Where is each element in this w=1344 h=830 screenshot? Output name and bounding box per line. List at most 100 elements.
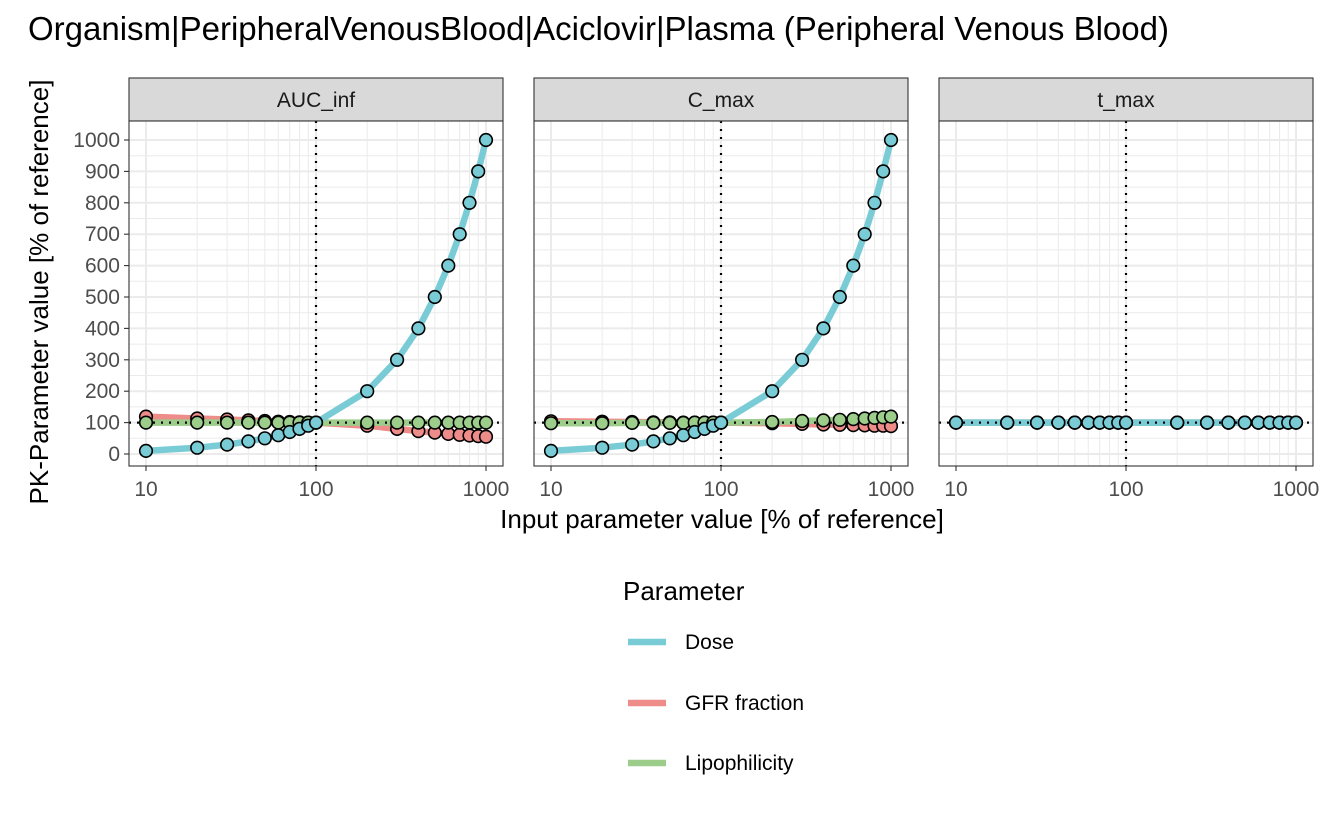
data-point	[543, 443, 559, 459]
data-point	[794, 413, 810, 429]
facet-panel-t-max: t_max 10 100 1000	[938, 77, 1320, 501]
data-point	[190, 440, 205, 455]
data-point	[478, 132, 494, 148]
data-point	[1221, 415, 1236, 430]
y-tick-label: 800	[85, 192, 120, 215]
data-point	[883, 132, 899, 148]
x-tick-label: 100	[703, 478, 738, 501]
facet-strip-label: AUC_inf	[277, 89, 355, 112]
x-tick-label: 100	[298, 478, 333, 501]
data-point	[662, 431, 677, 446]
data-point	[543, 416, 559, 431]
data-point	[411, 415, 426, 430]
data-point	[1118, 415, 1134, 430]
data-point	[1000, 415, 1015, 430]
data-point	[462, 195, 477, 210]
data-point	[1051, 415, 1066, 430]
data-points	[138, 132, 494, 459]
data-points	[948, 415, 1304, 430]
data-point	[662, 415, 677, 431]
legend-label: Dose	[685, 631, 734, 654]
legend-item-lipophilicity: Lipophilicity	[628, 752, 794, 775]
data-point	[948, 415, 964, 430]
data-point	[452, 227, 467, 242]
data-point	[241, 434, 256, 449]
data-point	[441, 258, 456, 273]
data-point	[595, 416, 610, 431]
data-point	[360, 384, 375, 399]
x-tick-label: 1000	[868, 478, 915, 501]
data-point	[876, 164, 891, 179]
data-point	[857, 227, 872, 242]
data-points	[543, 132, 899, 459]
legend-label: GFR fraction	[685, 692, 804, 715]
data-point	[794, 352, 810, 367]
facet-panel-c-max: C_max 10 100 1000	[533, 77, 915, 501]
data-point	[867, 195, 882, 210]
data-point	[390, 352, 405, 367]
y-axis-label: PK-Parameter value [% of reference]	[24, 80, 54, 505]
data-point	[138, 415, 154, 430]
y-tick-label: 100	[85, 412, 120, 435]
legend-item-dose: Dose	[628, 631, 734, 654]
data-point	[832, 412, 847, 427]
x-tick-label: 1000	[1273, 478, 1320, 501]
y-tick-label: 1000	[73, 129, 120, 152]
data-point	[646, 434, 661, 449]
legend-item-gfr-fraction: GFR fraction	[628, 692, 804, 715]
data-point	[883, 409, 899, 424]
data-point	[257, 431, 272, 446]
data-point	[360, 415, 375, 430]
y-tick-label: 700	[85, 223, 120, 246]
data-point	[427, 289, 442, 305]
grid-lines	[534, 121, 908, 466]
data-point	[1029, 415, 1045, 430]
data-point	[765, 384, 780, 399]
y-tick-label: 600	[85, 255, 120, 278]
grid-lines	[939, 121, 1313, 466]
legend-label: Lipophilicity	[685, 752, 794, 775]
data-point	[816, 321, 831, 336]
data-point	[846, 258, 861, 273]
data-point	[478, 429, 494, 444]
facet-strip	[938, 77, 1314, 122]
y-tick-label: 900	[85, 160, 120, 183]
data-point	[765, 414, 780, 430]
legend: Parameter Dose GFR fraction Lipophilicity	[623, 576, 804, 775]
y-tick-label: 400	[85, 317, 120, 340]
facet-strip-label: t_max	[1097, 89, 1155, 112]
data-point	[220, 415, 235, 430]
data-point	[1237, 415, 1252, 430]
data-point	[257, 415, 272, 430]
data-point	[1288, 415, 1304, 430]
data-point	[1170, 415, 1185, 430]
x-tick-label: 10	[944, 478, 967, 501]
legend-title: Parameter	[623, 576, 745, 606]
x-tick-label: 1000	[463, 478, 510, 501]
data-point	[816, 413, 831, 428]
data-point	[308, 415, 324, 430]
data-point	[478, 415, 494, 430]
legend-items: Dose GFR fraction Lipophilicity	[628, 631, 804, 775]
data-point	[220, 437, 235, 452]
data-point	[713, 415, 729, 430]
data-point	[471, 164, 486, 179]
data-point	[390, 415, 405, 430]
x-tick-label: 10	[539, 478, 562, 501]
y-tick-label: 200	[85, 380, 120, 403]
x-tick-label: 100	[1108, 478, 1143, 501]
data-point	[624, 437, 640, 452]
facet-panel-auc-inf: AUC_inf 10 100 1000 0 100 200 300 400 500 600 700 80…	[73, 77, 510, 501]
data-point	[190, 415, 205, 430]
data-point	[595, 440, 610, 455]
y-tick-label: 300	[85, 349, 120, 372]
data-point	[427, 415, 442, 430]
facet-strip	[128, 77, 504, 122]
facet-strip-label: C_max	[688, 89, 755, 112]
data-point	[241, 415, 256, 430]
chart-title: Organism|PeripheralVenousBlood|Aciclovir…	[28, 10, 1169, 47]
facet-panels: AUC_inf 10 100 1000 0 100 200 300 400 500 600 700 80…	[73, 77, 1320, 501]
data-point	[138, 443, 154, 459]
data-point	[624, 415, 640, 431]
